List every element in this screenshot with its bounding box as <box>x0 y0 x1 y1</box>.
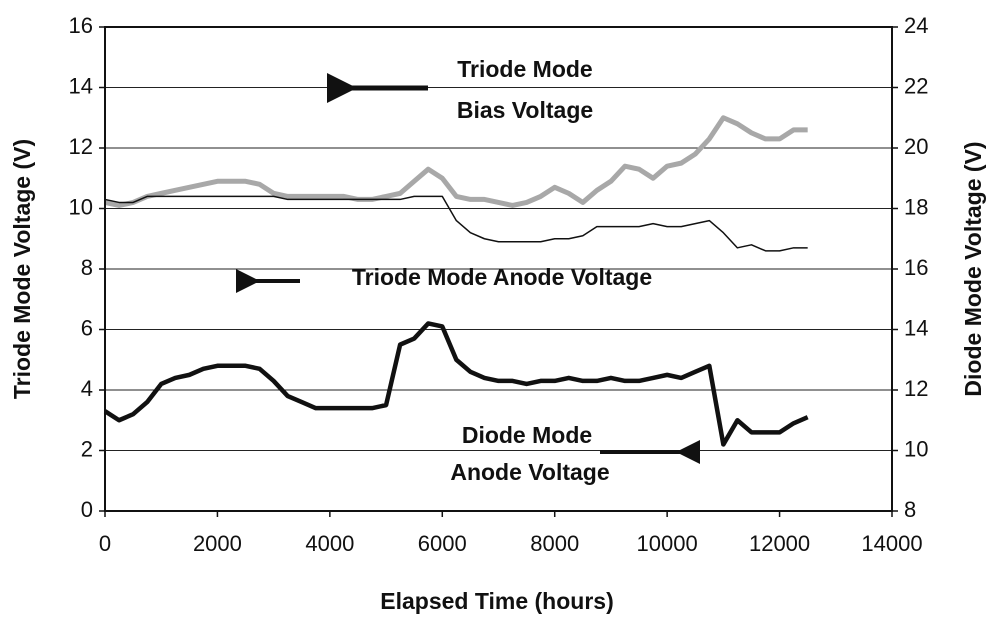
annotation: Anode Voltage <box>450 459 609 485</box>
x-tick-label: 8000 <box>530 531 579 556</box>
y-axis-label: Triode Mode Voltage (V) <box>9 139 35 399</box>
y-tick-label: 6 <box>81 315 93 340</box>
y2-tick-label: 8 <box>904 497 916 522</box>
x-axis-label: Elapsed Time (hours) <box>380 588 613 614</box>
y2-axis-label: Diode Mode Voltage (V) <box>960 141 986 396</box>
y2-tick-label: 18 <box>904 194 928 219</box>
y2-tick-label: 24 <box>904 13 928 38</box>
series-line <box>104 195 808 252</box>
y2-tick-label: 10 <box>904 436 928 461</box>
y-tick-label: 10 <box>69 194 93 219</box>
y-tick-label: 14 <box>69 73 93 98</box>
y2-tick-label: 22 <box>904 73 928 98</box>
x-tick-label: 14000 <box>861 531 922 556</box>
x-tick-label: 6000 <box>418 531 467 556</box>
annotation: Bias Voltage <box>457 97 593 123</box>
y-tick-label: 16 <box>69 13 93 38</box>
y-tick-label: 8 <box>81 255 93 280</box>
y2-tick-label: 20 <box>904 134 928 159</box>
x-tick-label: 4000 <box>305 531 354 556</box>
series-line <box>103 321 809 447</box>
y-tick-label: 2 <box>81 436 93 461</box>
y2-tick-label: 16 <box>904 255 928 280</box>
y2-tick-label: 12 <box>904 376 928 401</box>
y2-tick-label: 14 <box>904 315 928 340</box>
annotation: Diode Mode <box>462 422 592 448</box>
x-tick-label: 0 <box>99 531 111 556</box>
x-tick-label: 10000 <box>637 531 698 556</box>
annotation: Triode Mode Anode Voltage <box>352 264 652 290</box>
y-tick-label: 4 <box>81 376 93 401</box>
y-tick-label: 12 <box>69 134 93 159</box>
x-tick-label: 2000 <box>193 531 242 556</box>
y-tick-label: 0 <box>81 497 93 522</box>
series-line <box>104 115 808 208</box>
x-tick-label: 12000 <box>749 531 810 556</box>
annotation: Triode Mode <box>457 56 592 82</box>
plot-frame <box>104 26 893 512</box>
